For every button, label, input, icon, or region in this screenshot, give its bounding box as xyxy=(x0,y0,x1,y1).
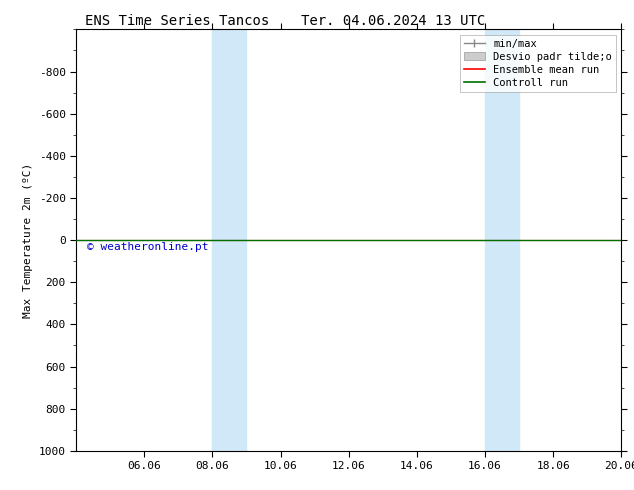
Bar xyxy=(485,29,519,451)
Bar xyxy=(212,29,247,451)
Y-axis label: Max Temperature 2m (ºC): Max Temperature 2m (ºC) xyxy=(23,163,33,318)
Legend: min/max, Desvio padr tilde;o, Ensemble mean run, Controll run: min/max, Desvio padr tilde;o, Ensemble m… xyxy=(460,35,616,92)
Text: ENS Time Series Tancos: ENS Time Series Tancos xyxy=(86,14,269,28)
Text: Ter. 04.06.2024 13 UTC: Ter. 04.06.2024 13 UTC xyxy=(301,14,485,28)
Text: © weatheronline.pt: © weatheronline.pt xyxy=(87,242,209,252)
